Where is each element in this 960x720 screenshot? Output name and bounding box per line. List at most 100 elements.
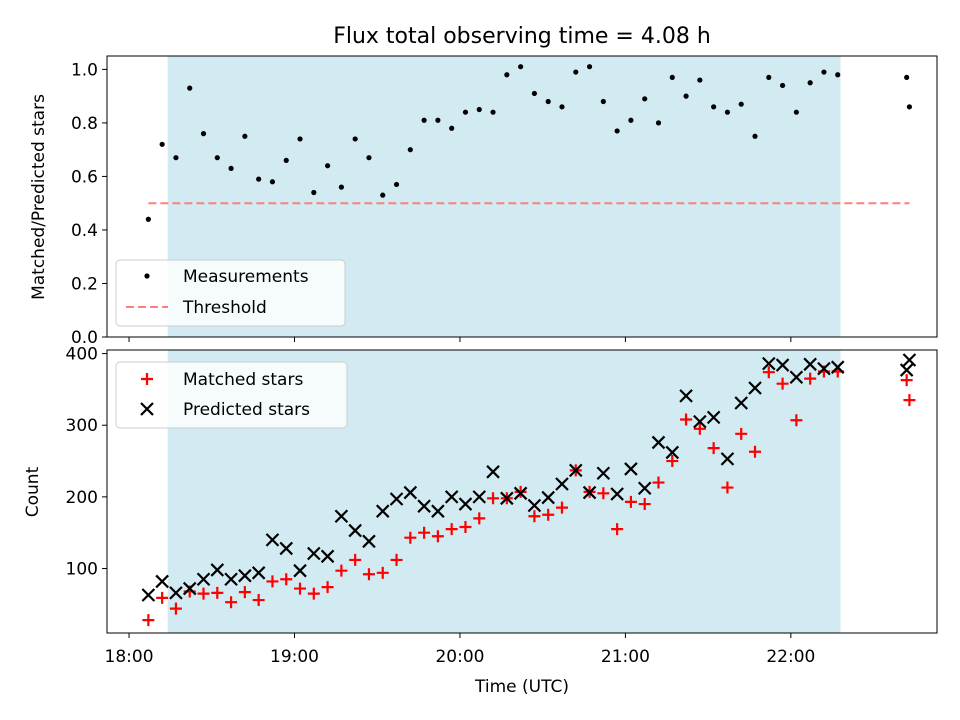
- predicted-star-point: [734, 396, 748, 410]
- measurement-point: [628, 117, 634, 123]
- matched-star-point: [266, 575, 279, 588]
- predicted-star-point: [527, 498, 542, 513]
- matched-star-point: [597, 487, 610, 500]
- matched-star-point: [294, 582, 307, 595]
- measurement-point: [476, 106, 482, 113]
- matched-star-point: [624, 495, 637, 508]
- count-y-tick-label: 200: [66, 488, 98, 508]
- x-axis-label: Time (UTC): [474, 677, 569, 697]
- measurement-point: [490, 109, 496, 115]
- predicted-star-point: [596, 466, 611, 481]
- ratio-y-tick-label: 0.6: [71, 167, 98, 187]
- measurement-point: [559, 104, 565, 110]
- predicted-star-point: [541, 490, 555, 505]
- measurement-point: [228, 165, 234, 171]
- matched-star-point: [542, 508, 555, 521]
- predicted-star-point: [238, 568, 252, 583]
- measurement-point: [531, 90, 538, 97]
- matched-star-point: [555, 501, 568, 514]
- predicted-star-point: [169, 586, 183, 600]
- predicted-star-point: [389, 492, 404, 506]
- matched-star-point: [252, 594, 265, 607]
- measurement-point: [380, 192, 386, 198]
- matched-star-point: [349, 553, 362, 566]
- predicted-star-point: [789, 370, 804, 385]
- ratio-x-ticks: [128, 337, 792, 342]
- measurement-point: [545, 98, 551, 105]
- predicted-star-point: [500, 491, 514, 506]
- predicted-star-point: [210, 563, 225, 577]
- matched-star-point: [707, 442, 720, 455]
- matched-star-point: [418, 526, 431, 539]
- measurement-point: [393, 181, 400, 188]
- measurement-point: [311, 189, 317, 196]
- legend-measurements-label: Measurements: [183, 267, 309, 287]
- matched-star-point: [762, 366, 775, 379]
- predicted-star-point: [224, 572, 238, 587]
- predicted-star-point: [775, 358, 790, 372]
- ratio-y-tick-label: 0.4: [71, 221, 98, 241]
- predicted-star-point: [610, 487, 624, 501]
- matched-star-point: [749, 445, 762, 458]
- measurement-point: [766, 74, 772, 81]
- measurement-point: [256, 176, 262, 182]
- ratio-panel: 0.0 0.2 0.4 0.6 0.8 1.0 Flux total observing …: [29, 24, 938, 348]
- predicted-star-point: [417, 499, 431, 513]
- measurement-point: [738, 101, 744, 107]
- measurement-point: [835, 72, 841, 78]
- predicted-star-point: [431, 504, 445, 518]
- matched-star-point: [611, 523, 624, 536]
- matched-star-point: [321, 581, 334, 594]
- matched-star-point: [638, 498, 651, 511]
- measurement-point: [200, 131, 207, 137]
- ratio-legend: Measurements Threshold: [115, 259, 346, 327]
- count-y-tick-label: 400: [66, 345, 98, 365]
- x-tick-label: 18:00: [105, 647, 154, 667]
- measurement-point: [669, 74, 675, 81]
- measurement-point: [697, 77, 703, 83]
- predicted-star-point: [513, 486, 528, 501]
- predicted-star-point: [899, 363, 914, 377]
- legend-matched-marker: [141, 373, 153, 385]
- predicted-star-point: [720, 452, 735, 466]
- matched-star-point: [459, 520, 472, 533]
- measurement-point: [642, 96, 648, 102]
- matched-star-point: [721, 481, 734, 494]
- count-legend: Matched stars Predicted stars: [115, 361, 348, 429]
- measurement-points: [145, 64, 913, 222]
- matched-star-point: [404, 531, 417, 544]
- predicted-star-point: [830, 360, 845, 374]
- measurement-point: [462, 109, 469, 115]
- ratio-y-axis-label: Matched/Predicted stars: [29, 94, 49, 300]
- chart-title: Flux total observing time = 4.08 h: [333, 24, 711, 49]
- predicted-star-point: [748, 381, 762, 395]
- predicted-star-point: [196, 572, 211, 587]
- matched-star-point: [307, 587, 320, 600]
- measurement-point: [752, 133, 758, 139]
- predicted-star-point: [403, 485, 418, 500]
- predicted-star-point: [375, 504, 390, 518]
- ratio-y-tick-label: 0.0: [71, 328, 98, 348]
- measurement-point: [435, 117, 441, 123]
- ratio-y-ticks: 0.0 0.2 0.4 0.6 0.8 1.0: [71, 60, 107, 348]
- matched-star-point: [487, 492, 500, 505]
- measurement-point: [187, 85, 193, 91]
- predicted-star-point: [902, 353, 917, 367]
- predicted-star-point: [637, 481, 652, 496]
- matched-star-point: [238, 586, 251, 599]
- matched-star-point: [211, 586, 224, 599]
- matched-star-point: [431, 530, 444, 543]
- legend-predicted-label: Predicted stars: [183, 400, 310, 420]
- measurement-point: [421, 117, 427, 123]
- predicted-star-point: [293, 563, 307, 578]
- legend-matched-label: Matched stars: [183, 370, 303, 390]
- x-tick-label: 19:00: [270, 647, 319, 667]
- predicted-star-point: [568, 463, 583, 478]
- predicted-star-point: [665, 445, 680, 460]
- matched-star-point: [473, 512, 486, 525]
- matched-star-point: [900, 374, 913, 387]
- x-tick-label: 21:00: [601, 647, 650, 667]
- count-legend-box: [115, 361, 348, 429]
- count-points: [141, 353, 917, 627]
- matched-star-point: [790, 414, 803, 427]
